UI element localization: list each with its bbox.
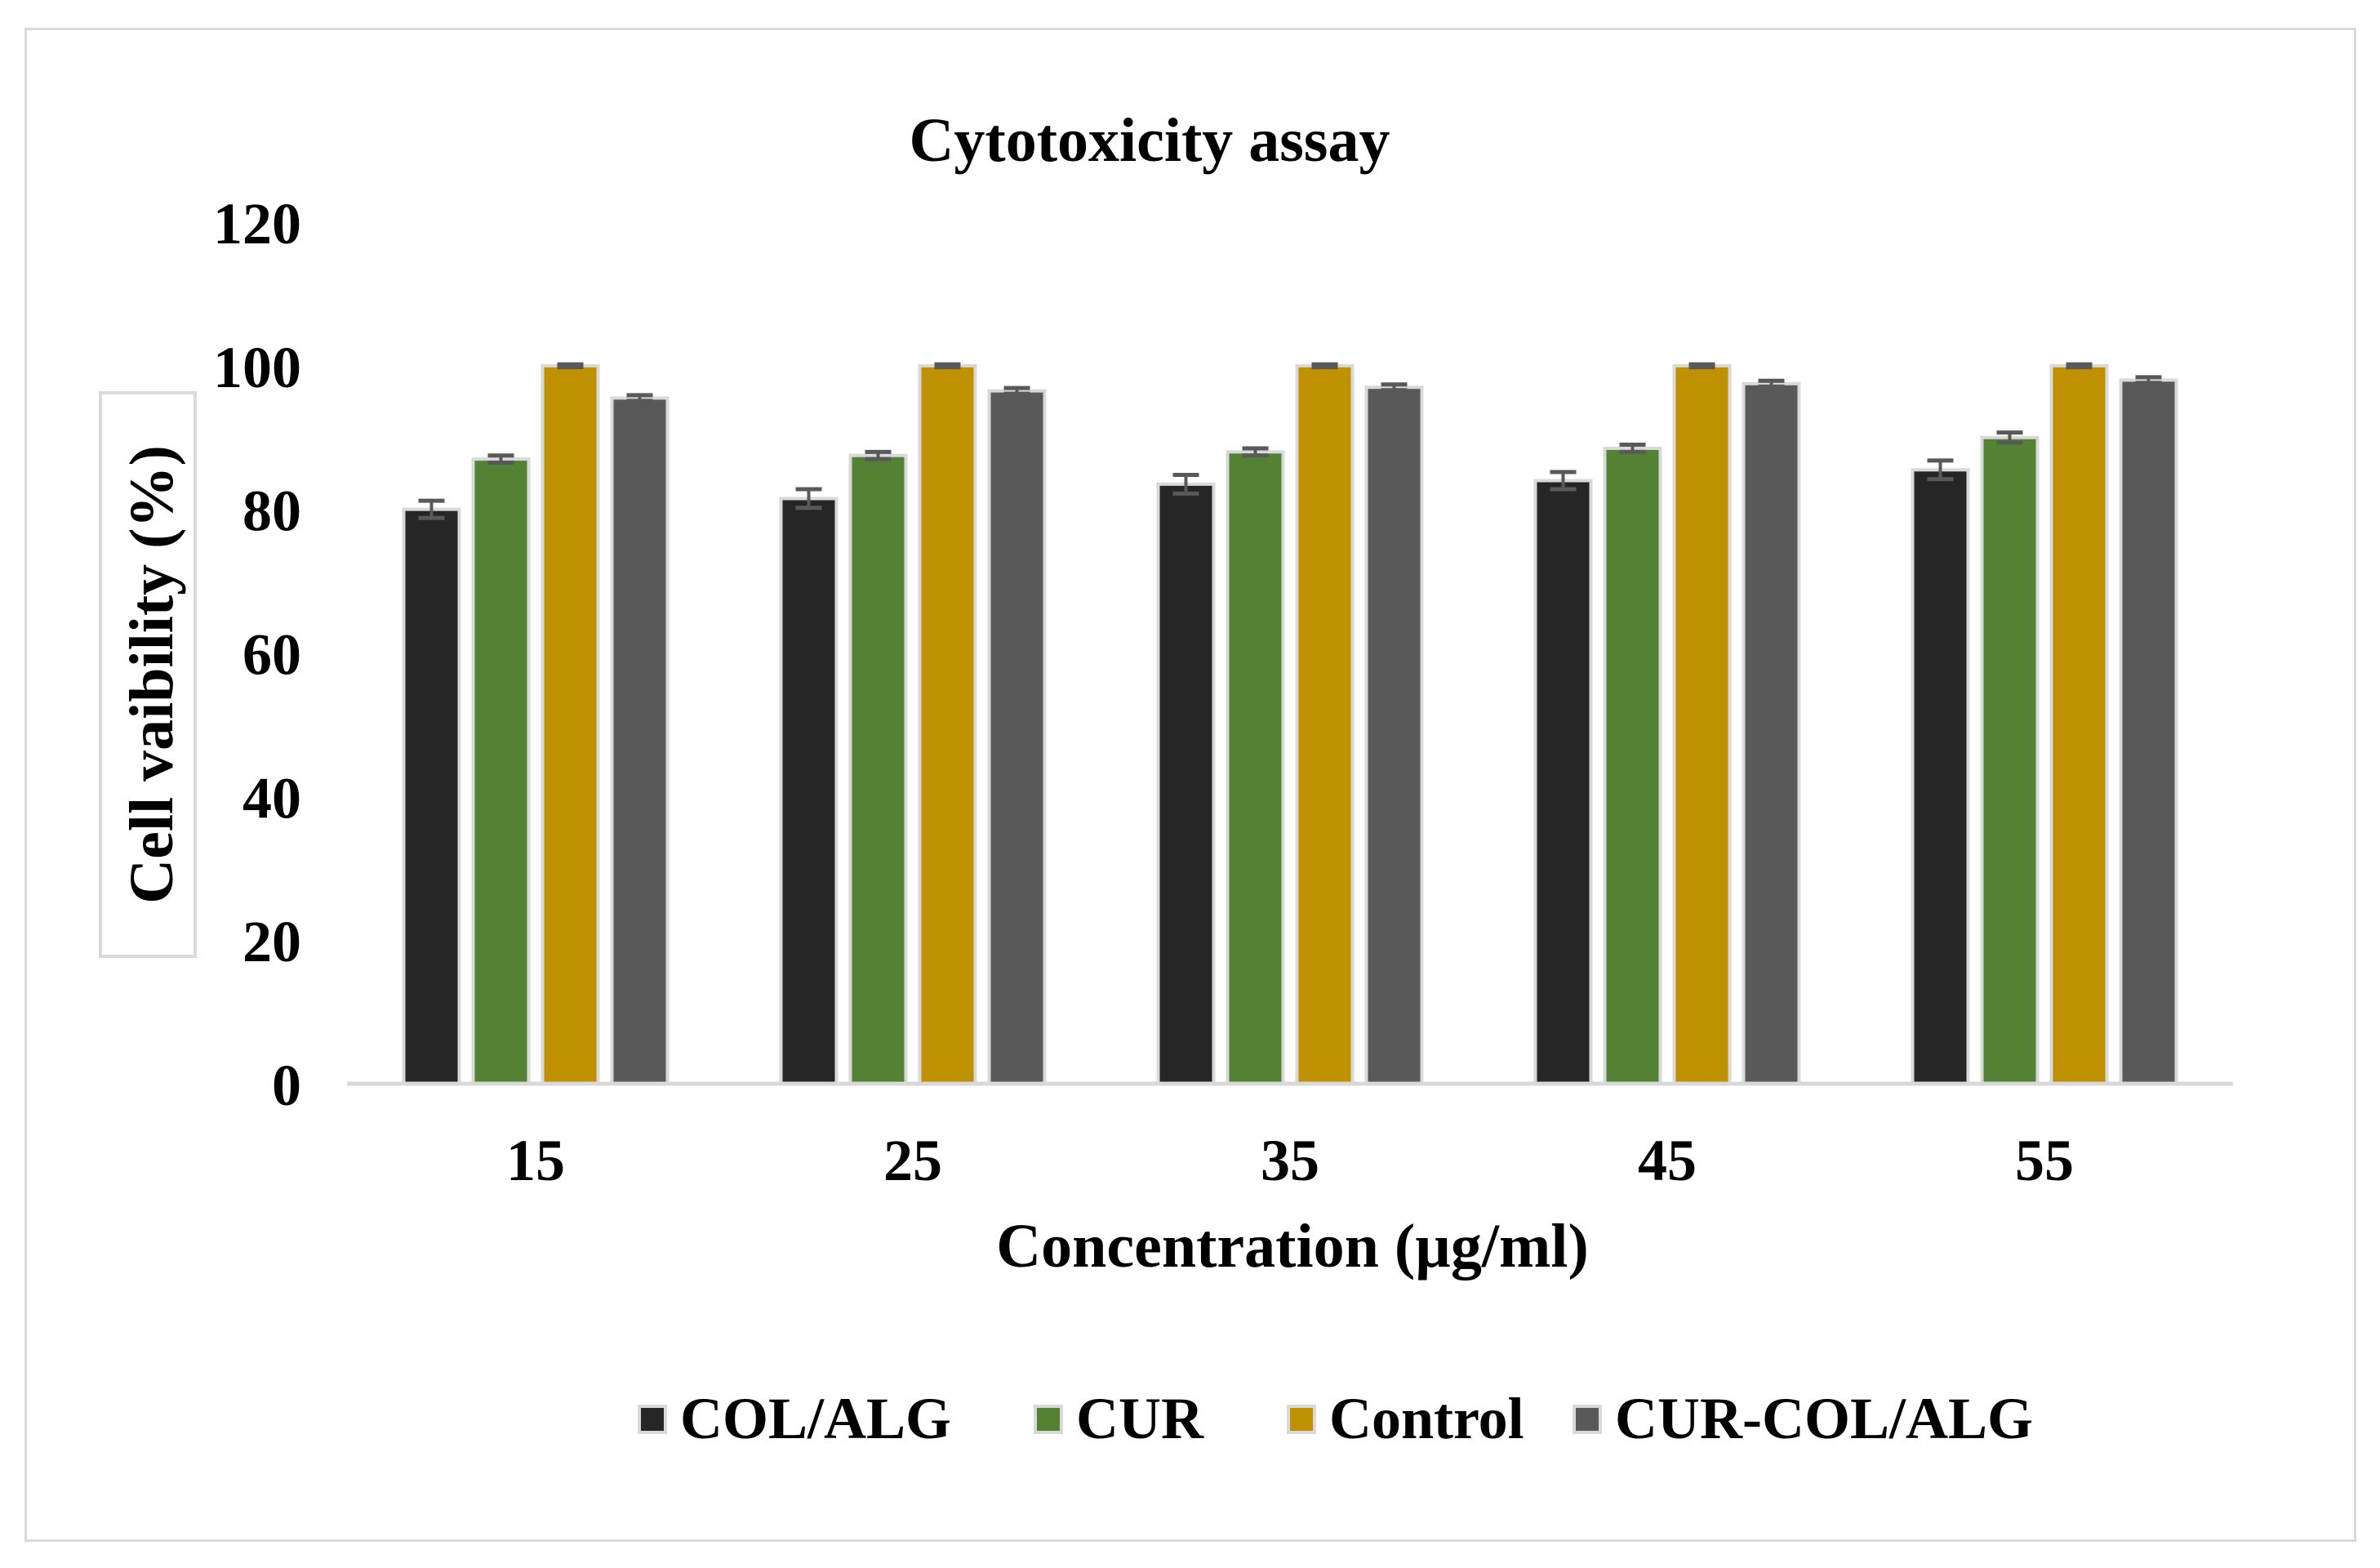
y-axis-label: Cell vaibility (%) <box>118 445 186 904</box>
y-tick-labels: 0 20 40 60 80 100 120 <box>213 191 301 1118</box>
bar-cur-45 <box>1603 446 1662 1085</box>
bar-cur-col-alg-55 <box>2119 378 2178 1085</box>
legend-label: CUR-COL/ALG <box>1615 1386 2033 1451</box>
x-tick-label: 35 <box>1261 1128 1319 1193</box>
bar-cur-55 <box>1980 435 2040 1085</box>
bar-control-55 <box>2049 363 2109 1086</box>
y-tick-label: 60 <box>242 622 301 688</box>
legend-swatch <box>1287 1405 1316 1434</box>
legend: COL/ALG CUR Control CUR-COL/ALG <box>638 1386 2033 1451</box>
x-tick-label: 55 <box>2015 1128 2074 1193</box>
x-tick-labels: 15 25 35 45 55 <box>506 1128 2074 1193</box>
bar-control-25 <box>918 363 977 1086</box>
y-tick-label: 0 <box>272 1053 301 1118</box>
bar-col-alg-15 <box>402 507 461 1085</box>
y-tick-label: 20 <box>242 909 301 974</box>
legend-label: COL/ALG <box>680 1386 951 1451</box>
chart-title: Cytotoxicity assay <box>910 106 1390 175</box>
x-tick-label: 45 <box>1638 1128 1697 1193</box>
bar-cur-col-alg-15 <box>610 396 670 1086</box>
bar-cur-35 <box>1226 450 1285 1085</box>
bar-col-alg-25 <box>779 497 839 1085</box>
bar-cur-15 <box>471 457 531 1085</box>
x-tick-label: 25 <box>883 1128 942 1193</box>
bar-control-35 <box>1295 363 1355 1086</box>
bar-cur-col-alg-35 <box>1364 385 1424 1086</box>
y-tick-label: 80 <box>242 479 301 544</box>
y-axis-label-box <box>99 391 197 958</box>
legend-swatch <box>1034 1405 1063 1434</box>
x-axis-label: Concentration (µg/ml) <box>996 1212 1589 1281</box>
legend-swatch <box>1573 1405 1602 1434</box>
legend-swatch <box>638 1405 667 1434</box>
bar-control-15 <box>541 363 600 1086</box>
bar-col-alg-55 <box>1911 468 1970 1085</box>
bar-cur-25 <box>848 453 908 1085</box>
y-tick-label: 40 <box>242 765 301 831</box>
y-tick-label: 120 <box>213 191 301 256</box>
bar-col-alg-35 <box>1156 482 1216 1085</box>
legend-label: Control <box>1329 1386 1524 1451</box>
chart-frame: Cytotoxicity assay 0 20 40 60 80 100 120 Cell … <box>24 28 2356 1542</box>
x-tick-label: 15 <box>506 1128 565 1193</box>
bar-control-45 <box>1672 363 1732 1086</box>
bar-col-alg-45 <box>1533 479 1593 1085</box>
legend-label: CUR <box>1076 1386 1204 1451</box>
bars <box>402 362 2178 1086</box>
y-tick-label: 100 <box>213 335 301 400</box>
bar-cur-col-alg-25 <box>987 389 1047 1085</box>
chart-canvas: Cytotoxicity assay 0 20 40 60 80 100 120 Cell … <box>99 106 2233 1451</box>
bar-cur-col-alg-45 <box>1742 381 1801 1085</box>
